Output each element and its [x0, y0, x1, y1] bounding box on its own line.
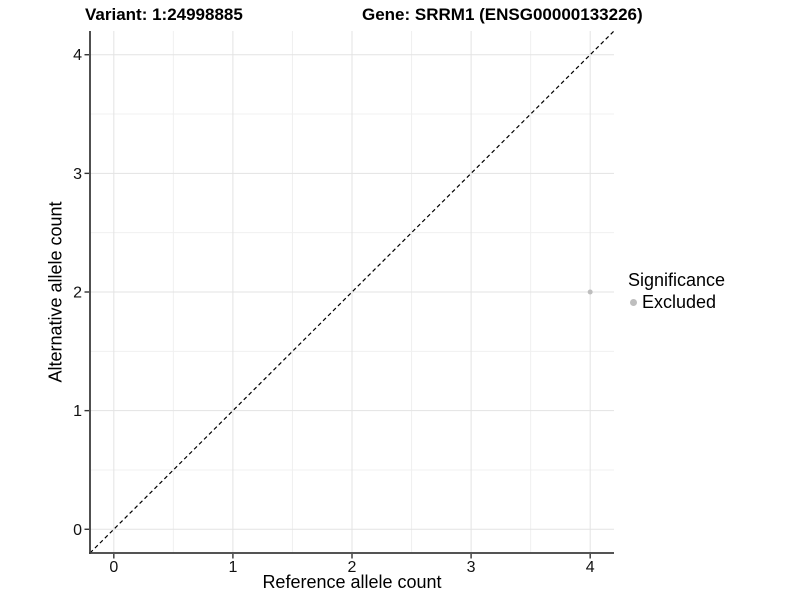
- y-tick-label: 0: [73, 522, 82, 539]
- x-tick-label: 1: [228, 559, 237, 576]
- identity-line: [89, 30, 615, 554]
- y-tick-label: 4: [73, 47, 82, 64]
- legend: Significance Excluded: [626, 270, 796, 312]
- legend-point-icon: [630, 298, 637, 306]
- y-tick-label: 3: [73, 166, 82, 183]
- x-tick-label: 3: [467, 559, 476, 576]
- y-axis-title: Alternative allele count: [45, 201, 66, 383]
- legend-title: Significance: [628, 270, 726, 290]
- data-point: [587, 289, 593, 295]
- x-tick-label: 0: [109, 559, 118, 576]
- x-tick-label: 2: [348, 559, 357, 576]
- x-tick-label: 4: [586, 559, 595, 576]
- legend-item-excluded: Excluded: [626, 292, 796, 312]
- plot-title-gene: Gene: SRRM1 (ENSG00000133226): [362, 5, 643, 24]
- y-tick-label: 1: [73, 403, 82, 420]
- y-tick-label: 2: [73, 285, 82, 302]
- x-axis-title: Reference allele count: [262, 572, 442, 592]
- plot-title-variant: Variant: 1:24998885: [85, 5, 243, 24]
- legend-item-label: Excluded: [642, 292, 717, 312]
